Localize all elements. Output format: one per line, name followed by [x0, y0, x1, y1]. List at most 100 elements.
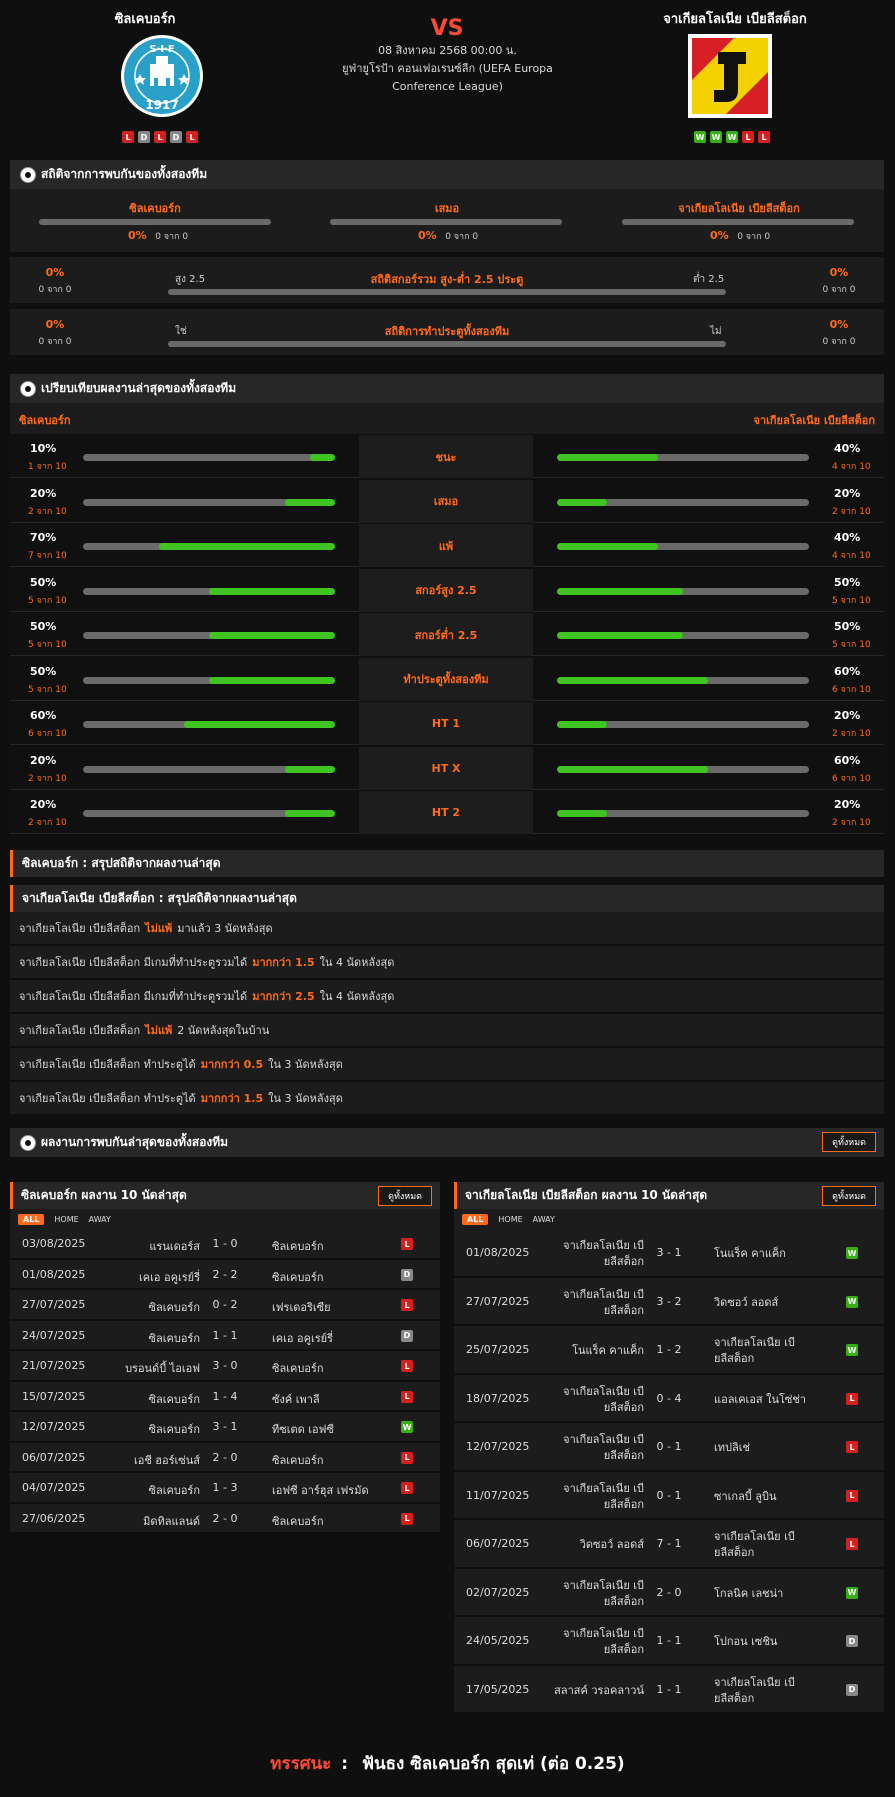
tab-away[interactable]: AWAY [88, 1214, 111, 1224]
match-home-team: วิดซอว์ ลอดส์ [579, 1538, 644, 1551]
match-score: 0 - 1 [656, 1488, 682, 1502]
match-row[interactable]: 17/05/2025 สลาสค์ วรอคลาวน์ 1 - 1 จาเกียลโล… [454, 1665, 884, 1714]
match-score: 1 - 1 [212, 1328, 238, 1342]
match-score: 3 - 1 [212, 1420, 238, 1433]
home-pct: 50% [30, 620, 57, 633]
form-badge: L [186, 131, 198, 143]
form-badge: D [170, 131, 182, 143]
away-pct: 50% [834, 575, 861, 589]
home-bar [83, 632, 335, 639]
away-bar-fill [557, 498, 608, 506]
away-see-all-button[interactable]: ดูทั้งหมด [822, 1186, 876, 1206]
summary-text: จาเกียลโลเนีย เบียลีสต็อก [19, 922, 141, 935]
match-row[interactable]: 11/07/2025 จาเกียลโลเนีย เบี ยลีสต็อก 0 - 1… [454, 1471, 884, 1520]
match-score: 2 - 2 [212, 1267, 238, 1281]
away-sub: 2 จาก 10 [832, 729, 871, 739]
tab-all[interactable]: ALL [18, 1213, 45, 1225]
result-badge: D [401, 1329, 413, 1342]
see-all-button[interactable]: ดูทั้งหมด [822, 1132, 876, 1152]
home-sub: 6 จาก 10 [28, 729, 67, 739]
match-row[interactable]: 01/08/2025 จาเกียลโลเนีย เบี ยลีสต็อก 3 - 1… [454, 1229, 884, 1278]
match-score: 3 - 1 [656, 1246, 682, 1259]
h2h-away-bar [622, 219, 854, 225]
match-score: 2 - 0 [212, 1511, 238, 1525]
away-last10-panel: จาเกียลโลเนีย เบียลีสต็อก ผลงาน 10 นัดล่… [454, 1182, 884, 1714]
match-row[interactable]: 06/07/2025 วิดซอว์ ลอดส์ 7 - 1 จาเกียลโลเนี… [454, 1520, 884, 1569]
btts-title: สถิติการทำประตูทั้งสองทีม [384, 325, 510, 338]
btts-right-label: ไม่ [710, 326, 722, 337]
match-row[interactable]: 18/07/2025 จาเกียลโลเนีย เบี ยลีสต็อก 0 - 4… [454, 1374, 884, 1423]
home-bar-fill [209, 676, 335, 684]
away-bar-fill [557, 587, 683, 595]
match-away-team: ซาเกลบี้ ลูบิน [714, 1489, 777, 1503]
match-row[interactable]: 27/06/2025 มิดทิลแลนด์ 2 - 0 ซิลเคบอร์ก L [10, 1503, 440, 1534]
verdict: ทรรศนะ : ฟันธง ซิลเคบอร์ก สุดเท่ (ต่อ 0.… [0, 1750, 895, 1777]
away-bar [557, 454, 809, 461]
away-pct: 20% [834, 709, 861, 722]
match-row[interactable]: 27/07/2025 จาเกียลโลเนีย เบี ยลีสต็อก 3 - 2… [454, 1277, 884, 1326]
tab-home[interactable]: HOME [498, 1214, 523, 1224]
home-pct: 50% [30, 664, 57, 678]
away-bar-fill [557, 765, 709, 773]
match-row[interactable]: 06/07/2025 เอชี ฮอร์เซ่นส์ 2 - 0 ซิลเคบอร์ก… [10, 1442, 440, 1473]
away-sub: 4 จาก 10 [832, 551, 871, 561]
match-row[interactable]: 04/07/2025 ซิลเคบอร์ก 1 - 3 เอฟซี อาร์ฮุส เ… [10, 1473, 440, 1504]
match-score: 1 - 2 [656, 1343, 682, 1356]
result-badge: D [846, 1635, 858, 1647]
away-bar [557, 587, 809, 595]
home-pct: 70% [30, 531, 57, 544]
match-home-team: ซิลเคบอร์ก [148, 1301, 200, 1314]
match-home-team: จาเกียลโลเนีย เบี ยลีสต็อก [563, 1239, 644, 1268]
match-date: 12/07/2025 [466, 1440, 530, 1453]
home-see-all-button[interactable]: ดูทั้งหมด [378, 1186, 432, 1206]
match-row[interactable]: 15/07/2025 ซิลเคบอร์ก 1 - 4 ซังค์ เพาลี L [10, 1381, 440, 1412]
btts-left-sub: 0 จาก 0 [38, 337, 72, 347]
match-date: 24/07/2025 [22, 1328, 86, 1342]
compare-row: 60% 6 จาก 10 HT 1 20% 2 จาก 10 [10, 702, 884, 745]
h2h-draw-value: 0% 0 จาก 0 [418, 229, 479, 242]
match-row[interactable]: 01/08/2025 เคเอ อคูเรย์รี่ 2 - 2 ซิลเคบอร์ก… [10, 1259, 440, 1290]
match-home-team: จาเกียลโลเนีย เบี ยลีสต็อก [563, 1287, 644, 1317]
home-sub: 2 จาก 10 [28, 506, 67, 517]
tab-away[interactable]: AWAY [532, 1214, 555, 1224]
away-filter-tabs: ALL HOME AWAY [454, 1209, 884, 1229]
summary-row: จาเกียลโลเนีย เบียลีสต็อก มีเกมที่ทำประต… [10, 980, 884, 1012]
match-date: 21/07/2025 [22, 1359, 86, 1372]
match-score: 1 - 1 [656, 1682, 682, 1696]
home-bar [83, 454, 335, 461]
match-away-team: เฟรเดอริเซีย [272, 1301, 331, 1314]
compare-row: 50% 5 จาก 10 สกอร์ต่ำ 2.5 50% 5 จาก 10 [10, 613, 884, 656]
away-pct: 20% [834, 798, 861, 811]
match-away-team: จาเกียลโลเนีย เบี ยลีสต็อก [714, 1530, 795, 1559]
match-row[interactable]: 24/07/2025 ซิลเคบอร์ก 1 - 1 เคเอ อคูเรย์รี่… [10, 1320, 440, 1351]
btts-right-sub: 0 จาก 0 [822, 337, 856, 347]
match-row[interactable]: 21/07/2025 บรอนด์บี้ ไอเอฟ 3 - 0 ซิลเคบอร์ก… [10, 1351, 440, 1382]
football-icon [20, 166, 36, 183]
home-match-list: 03/08/2025 แรนเดอร์ส 1 - 0 ซิลเคบอร์ก L 01/08… [10, 1229, 440, 1534]
league-name-line2: Conference League) [392, 80, 503, 93]
result-badge: L [401, 1482, 413, 1494]
h2h-summary-panel: ซิลเคบอร์ก 0% 0 จาก 0 เสมอ 0% 0 จาก 0 จา… [10, 189, 884, 252]
match-row[interactable]: 27/07/2025 ซิลเคบอร์ก 0 - 2 เฟรเดอริเซีย L [10, 1290, 440, 1321]
ou-left-label: สูง 2.5 [175, 274, 206, 285]
home-sub: 7 จาก 10 [28, 551, 67, 561]
btts-bar [168, 341, 726, 347]
match-away-team: ซิลเคบอร์ก [272, 1270, 324, 1284]
compare-row-label: HT 2 [359, 791, 533, 834]
match-row[interactable]: 12/07/2025 ซิลเคบอร์ก 3 - 1 ทีซเตด เอฟซี W [10, 1412, 440, 1443]
match-row[interactable]: 02/07/2025 จาเกียลโลเนีย เบี ยลีสต็อก 2 - 0… [454, 1568, 884, 1617]
match-row[interactable]: 25/07/2025 โนแร็ค คาแค็ก 1 - 2 จาเกียลโลเนี… [454, 1326, 884, 1375]
match-row[interactable]: 03/08/2025 แรนเดอร์ส 1 - 0 ซิลเคบอร์ก L [10, 1229, 440, 1260]
match-row[interactable]: 24/05/2025 จาเกียลโลเนีย เบี ยลีสต็อก 1 - 1… [454, 1617, 884, 1666]
away-bar-fill [557, 543, 658, 550]
home-bar-fill [183, 721, 335, 728]
recent-section-header: ผลงานการพบกันล่าสุดของทั้งสองทีม ดูทั้งห… [10, 1128, 884, 1157]
form-badge: L [742, 131, 754, 143]
tab-home[interactable]: HOME [54, 1214, 79, 1224]
h2h-over-under-panel: 0% 0 จาก 0 สูง 2.5 สถิติสกอร์รวม สูง-ต่ำ… [10, 257, 884, 303]
match-row[interactable]: 12/07/2025 จาเกียลโลเนีย เบี ยลีสต็อก 0 - 1… [454, 1423, 884, 1472]
match-score: 1 - 3 [212, 1481, 238, 1494]
home-sub: 1 จาก 10 [28, 462, 67, 472]
tab-all[interactable]: ALL [462, 1213, 489, 1225]
